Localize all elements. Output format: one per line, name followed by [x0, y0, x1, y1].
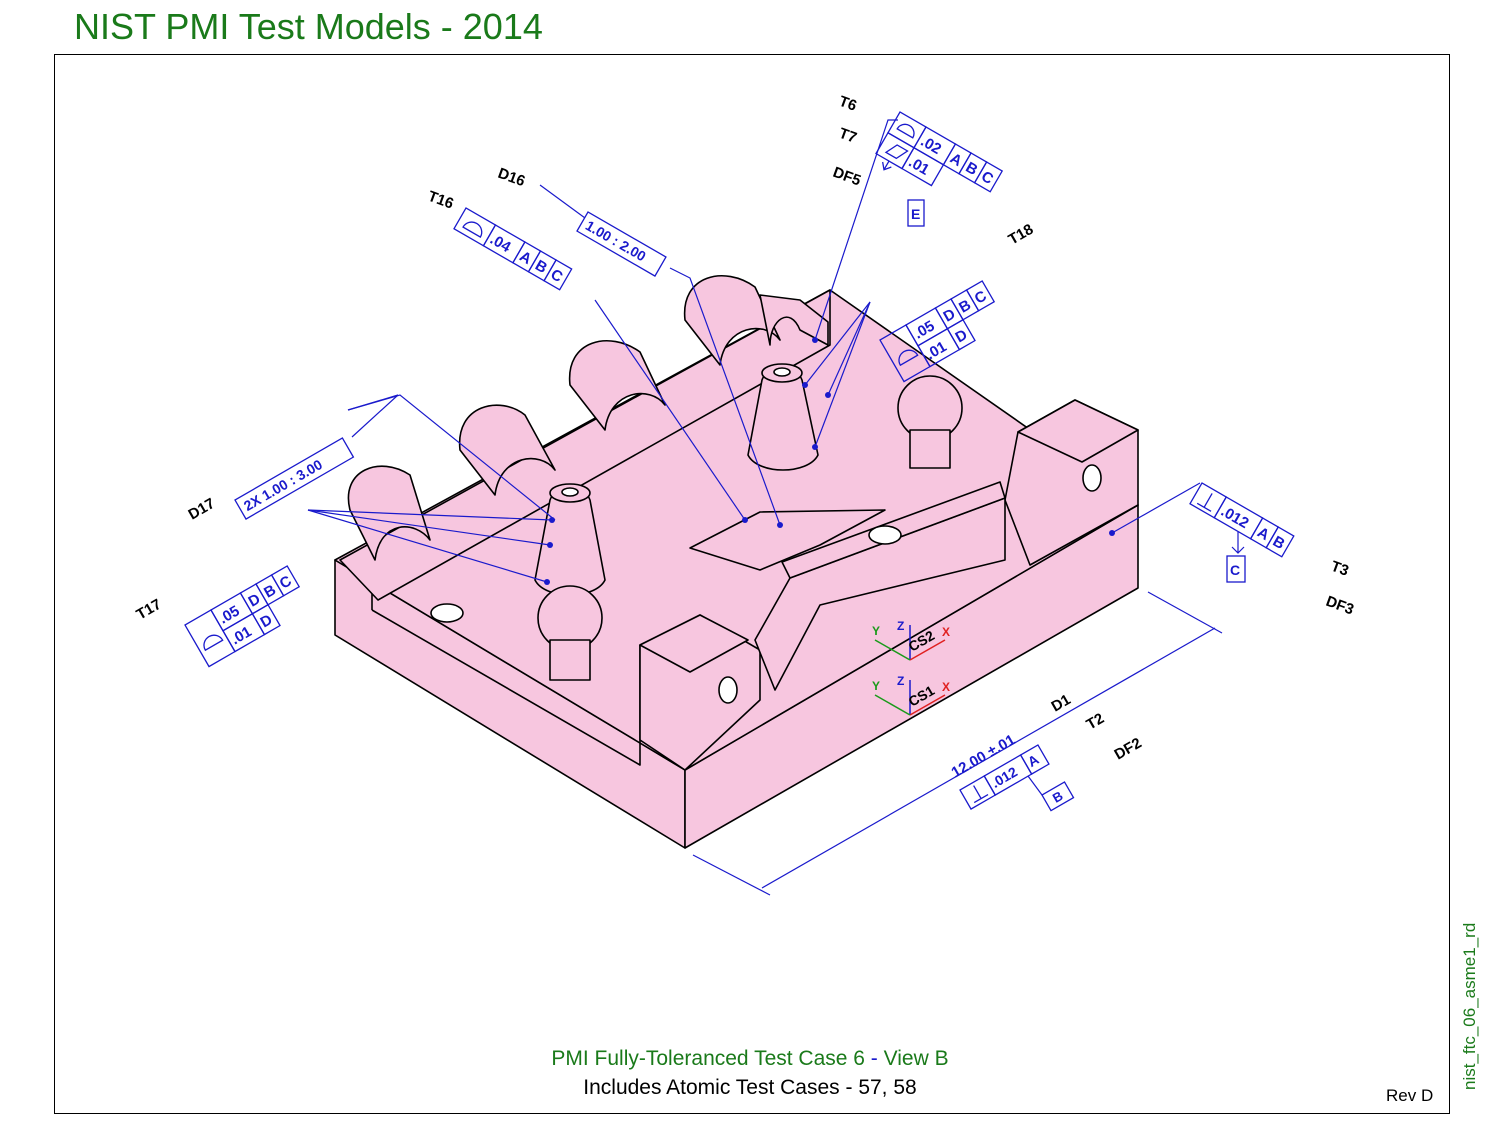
svg-text:C: C	[1230, 562, 1240, 578]
back-block	[759, 294, 829, 346]
svg-text:.01: .01	[906, 154, 933, 179]
svg-text:Z: Z	[897, 619, 904, 633]
leader-dot-8	[547, 542, 553, 548]
svg-text:.01: .01	[228, 623, 255, 648]
leader-dot-5	[825, 392, 831, 398]
leader-t18-b	[827, 301, 871, 396]
svg-text:.012: .012	[988, 763, 1020, 791]
right-block-top	[1017, 399, 1139, 463]
back-rail	[339, 289, 831, 601]
caption-line-1: PMI Fully-Toleranced Test Case 6 - View …	[0, 1047, 1500, 1071]
datum-e: E	[907, 199, 925, 227]
fcf-t16: .04A BC	[453, 207, 573, 291]
label-df3: DF3	[1324, 593, 1356, 619]
datum-b: B	[1041, 781, 1075, 812]
sphere-front-stem	[549, 639, 591, 681]
label-d17: D17	[186, 495, 218, 523]
leader-t3	[1111, 482, 1201, 534]
fcf-t6-t7: .02A BC .01	[875, 111, 1004, 193]
half-cylinder-3	[568, 339, 666, 431]
label-t16: T16	[426, 188, 456, 213]
label-t18: T18	[1006, 221, 1037, 249]
dim-d16: 1.00 : 2.00	[576, 211, 667, 277]
svg-text:Y: Y	[872, 679, 880, 693]
page-title: NIST PMI Test Models - 2014	[74, 6, 543, 47]
label-t2: T2	[1084, 710, 1108, 733]
leader-d16	[539, 184, 586, 219]
leader-t17-c	[307, 509, 548, 583]
label-t3: T3	[1329, 558, 1351, 580]
left-block-top	[639, 614, 749, 673]
dim-line	[761, 627, 1216, 889]
leader-t18	[804, 301, 871, 386]
svg-text:Z: Z	[897, 674, 904, 688]
leader-t17	[307, 509, 553, 521]
leader-d17-arrow	[347, 394, 399, 438]
cone-right-hole	[773, 367, 791, 377]
coord-system-cs1: Y Z X CS1	[872, 674, 950, 716]
dim-extension-right	[1147, 591, 1223, 634]
label-t6: T6	[837, 93, 859, 115]
wedge-slot	[689, 509, 886, 571]
caption-separator: -	[864, 1047, 884, 1070]
svg-text:X: X	[942, 625, 950, 639]
hole-3	[718, 676, 738, 704]
svg-text:.012: .012	[1218, 503, 1252, 532]
svg-text:X: X	[942, 680, 950, 694]
label-t7: T7	[837, 125, 859, 147]
drawing-frame	[54, 54, 1450, 1114]
hole-1	[430, 603, 464, 623]
label-df2: DF2	[1112, 735, 1145, 764]
datum-b-leader	[1027, 775, 1043, 796]
caption-line-2: Includes Atomic Test Cases - 57, 58	[583, 1076, 917, 1099]
label-d16: D16	[496, 165, 528, 190]
label-df5: DF5	[831, 164, 863, 190]
leader-d16-b	[669, 267, 781, 526]
leader-t16	[594, 299, 746, 521]
leader-dot-6	[812, 444, 818, 450]
fcf-t17: .05D BC .01D	[184, 565, 301, 668]
svg-text:E: E	[911, 206, 920, 222]
hole-4	[1082, 464, 1102, 492]
leader-dot-9	[544, 579, 550, 585]
sphere-back-stem	[909, 429, 951, 469]
svg-text:.02: .02	[918, 133, 945, 158]
datum-c-leader	[1231, 532, 1245, 554]
svg-text:2X 1.00 : 3.00: 2X 1.00 : 3.00	[241, 456, 325, 514]
cone-left-hole	[561, 487, 579, 497]
leader-t17-b	[307, 509, 551, 546]
svg-text:Y: Y	[872, 624, 880, 638]
leader-t18-c	[814, 301, 871, 448]
hole-2	[868, 525, 902, 545]
svg-text:.05: .05	[911, 317, 938, 342]
dim-d17: 2X 1.00 : 3.00	[234, 437, 355, 520]
caption-view: View B	[883, 1047, 949, 1070]
caption-test-case: PMI Fully-Toleranced Test Case 6	[551, 1047, 865, 1070]
half-cylinder-2	[458, 404, 556, 496]
leader-dot-2	[777, 522, 783, 528]
leader-dot-10	[1109, 530, 1115, 536]
leader-dot-1	[812, 337, 818, 343]
datum-c: C	[1226, 555, 1246, 583]
dim-extension-left	[692, 854, 771, 896]
label-t17: T17	[134, 596, 165, 624]
svg-text:.04: .04	[487, 231, 514, 256]
svg-text:.05: .05	[216, 602, 243, 627]
leader-dot-3	[742, 517, 748, 523]
revision-label: Rev D	[1386, 1086, 1434, 1105]
leader-dot-4	[802, 382, 808, 388]
leader-dot-7	[549, 517, 555, 523]
